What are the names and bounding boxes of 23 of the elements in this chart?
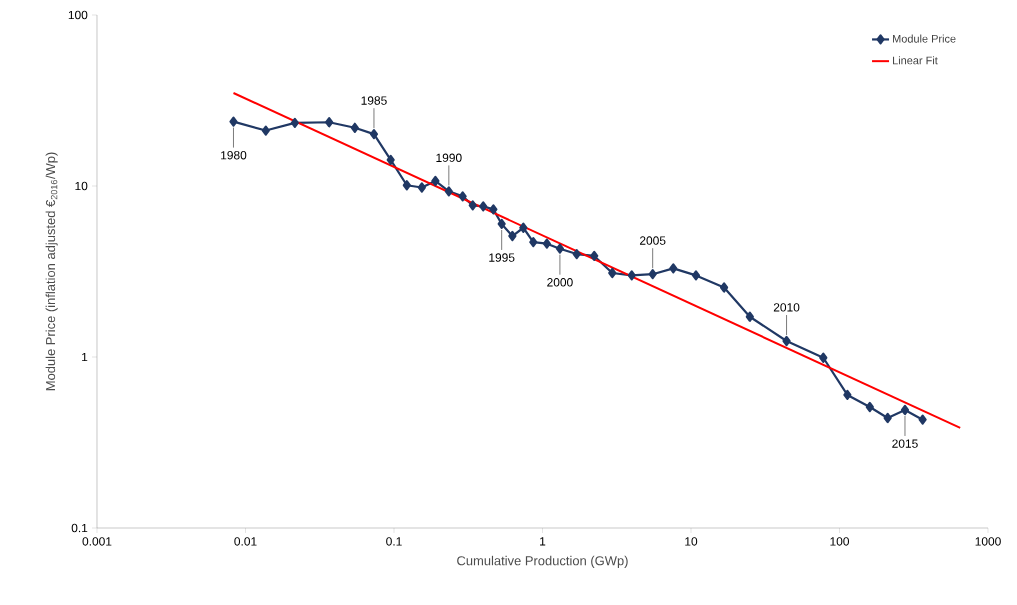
annotation: 1980 bbox=[221, 151, 247, 160]
y-tick-label: 0.1 bbox=[71, 523, 88, 533]
y-tick-label: 10 bbox=[75, 181, 88, 191]
x-axis-title: Cumulative Production (GWp) bbox=[457, 555, 628, 568]
annotation: 1995 bbox=[489, 253, 515, 262]
y-tick-label: 1 bbox=[82, 352, 88, 362]
annotation: 2000 bbox=[547, 278, 573, 287]
annotation: 1985 bbox=[361, 96, 387, 105]
legend-label: Linear Fit bbox=[893, 56, 938, 65]
x-tick-label: 1 bbox=[540, 537, 546, 546]
annotation: 2005 bbox=[639, 236, 666, 245]
x-tick-label: 0.001 bbox=[82, 537, 112, 546]
x-tick-label: 0.01 bbox=[234, 537, 257, 546]
x-tick-label: 100 bbox=[830, 537, 850, 546]
annotation: 2010 bbox=[773, 303, 800, 312]
x-tick-label: 0.1 bbox=[386, 537, 402, 546]
y-tick-label: 100 bbox=[68, 10, 88, 20]
legend-label: Module Price bbox=[893, 34, 956, 43]
y-axis-title: Module Price (inflation adjusted €$_{2016}$/Wp) bbox=[45, 152, 58, 391]
x-tick-label: 1000 bbox=[975, 537, 1001, 546]
annotation: 1990 bbox=[436, 153, 462, 162]
annotation: 2015 bbox=[892, 439, 918, 448]
x-tick-label: 10 bbox=[685, 537, 698, 546]
